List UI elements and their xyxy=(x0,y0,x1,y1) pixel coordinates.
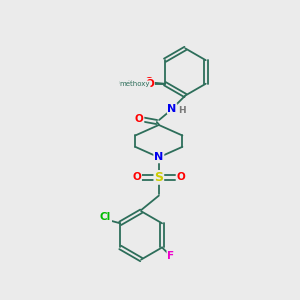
Text: Cl: Cl xyxy=(100,212,111,222)
Text: O: O xyxy=(145,79,154,89)
Text: H: H xyxy=(178,106,185,115)
Text: O: O xyxy=(132,172,141,182)
Text: O: O xyxy=(144,77,153,87)
Text: methoxy: methoxy xyxy=(118,80,146,85)
Text: N: N xyxy=(154,152,164,162)
Text: O: O xyxy=(176,172,185,182)
Text: N: N xyxy=(167,104,177,114)
Text: methoxy: methoxy xyxy=(120,81,150,87)
Text: F: F xyxy=(167,251,175,261)
Text: S: S xyxy=(154,171,163,184)
Text: O: O xyxy=(135,114,143,124)
